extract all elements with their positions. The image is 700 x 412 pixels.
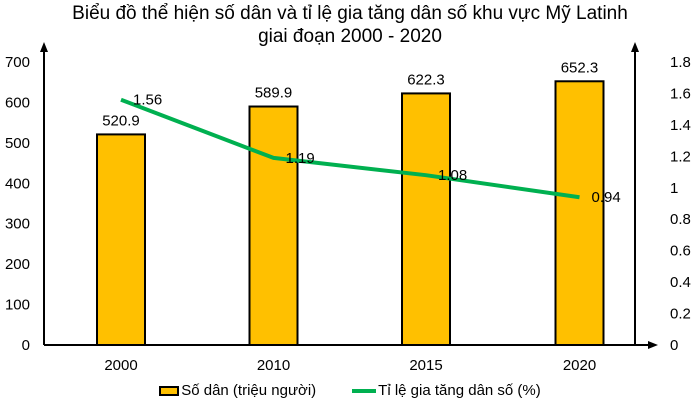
right-axis-tick: 0.6 (670, 243, 691, 260)
right-axis-tick: 0.4 (670, 274, 691, 291)
bar-value-label: 622.3 (407, 71, 445, 88)
legend-label-population: Số dân (triệu người) (181, 382, 317, 399)
left-axis-tick: 700 (5, 54, 30, 71)
x-axis-category: 2015 (409, 357, 442, 374)
chart-title: Biểu đồ thể hiện số dân và tỉ lệ gia tăn… (0, 2, 700, 48)
bar-value-label: 520.9 (102, 112, 140, 129)
x-axis-category: 2010 (257, 357, 290, 374)
left-axis-tick: 400 (5, 175, 30, 192)
right-axis-arrow-icon (631, 42, 639, 52)
right-axis-tick: 0.2 (670, 306, 691, 323)
bar-value-label: 589.9 (255, 85, 293, 102)
left-axis-arrow-icon (40, 42, 48, 52)
right-axis-tick: 1.4 (670, 117, 691, 134)
bar-2015 (401, 92, 451, 347)
line-value-label: 1.56 (133, 92, 162, 109)
left-axis-tick: 300 (5, 216, 30, 233)
bar-2020 (554, 80, 605, 347)
left-axis-tick: 100 (5, 297, 30, 314)
x-axis-arrow-icon (648, 341, 658, 349)
left-axis-tick: 500 (5, 135, 30, 152)
legend-item-growth-rate: Tỉ lệ gia tăng dân số (%) (352, 382, 541, 399)
left-axis-tick: 0 (22, 337, 30, 354)
growth-rate-line (120, 97, 580, 200)
chart-title-line2: giai đoạn 2000 - 2020 (258, 26, 442, 47)
line-value-label: 1.19 (286, 150, 315, 167)
left-axis-tick: 600 (5, 94, 30, 111)
legend-line-swatch-icon (352, 388, 377, 393)
bar-2010 (248, 105, 299, 346)
x-axis-category: 2000 (104, 357, 137, 374)
right-axis-tick: 1.8 (670, 54, 691, 71)
line-value-label: 0.94 (592, 189, 621, 206)
right-axis-tick: 1.6 (670, 85, 691, 102)
legend-bar-swatch-icon (159, 385, 180, 396)
legend: Số dân (triệu người) Tỉ lệ gia tăng dân … (0, 382, 700, 399)
right-axis-tick: 1.2 (670, 148, 691, 165)
chart-title-line1: Biểu đồ thể hiện số dân và tỉ lệ gia tăn… (72, 3, 628, 24)
bar-value-label: 652.3 (561, 59, 599, 76)
bar-2000 (96, 133, 146, 346)
right-axis-tick: 0 (670, 337, 678, 354)
right-axis-tick: 0.8 (670, 211, 691, 228)
legend-label-growth-rate: Tỉ lệ gia tăng dân số (%) (378, 382, 541, 399)
x-axis-category: 2020 (563, 357, 596, 374)
legend-item-population: Số dân (triệu người) (159, 382, 316, 399)
right-axis-tick: 1 (670, 180, 678, 197)
line-value-label: 1.08 (438, 167, 467, 184)
left-axis-tick: 200 (5, 256, 30, 273)
